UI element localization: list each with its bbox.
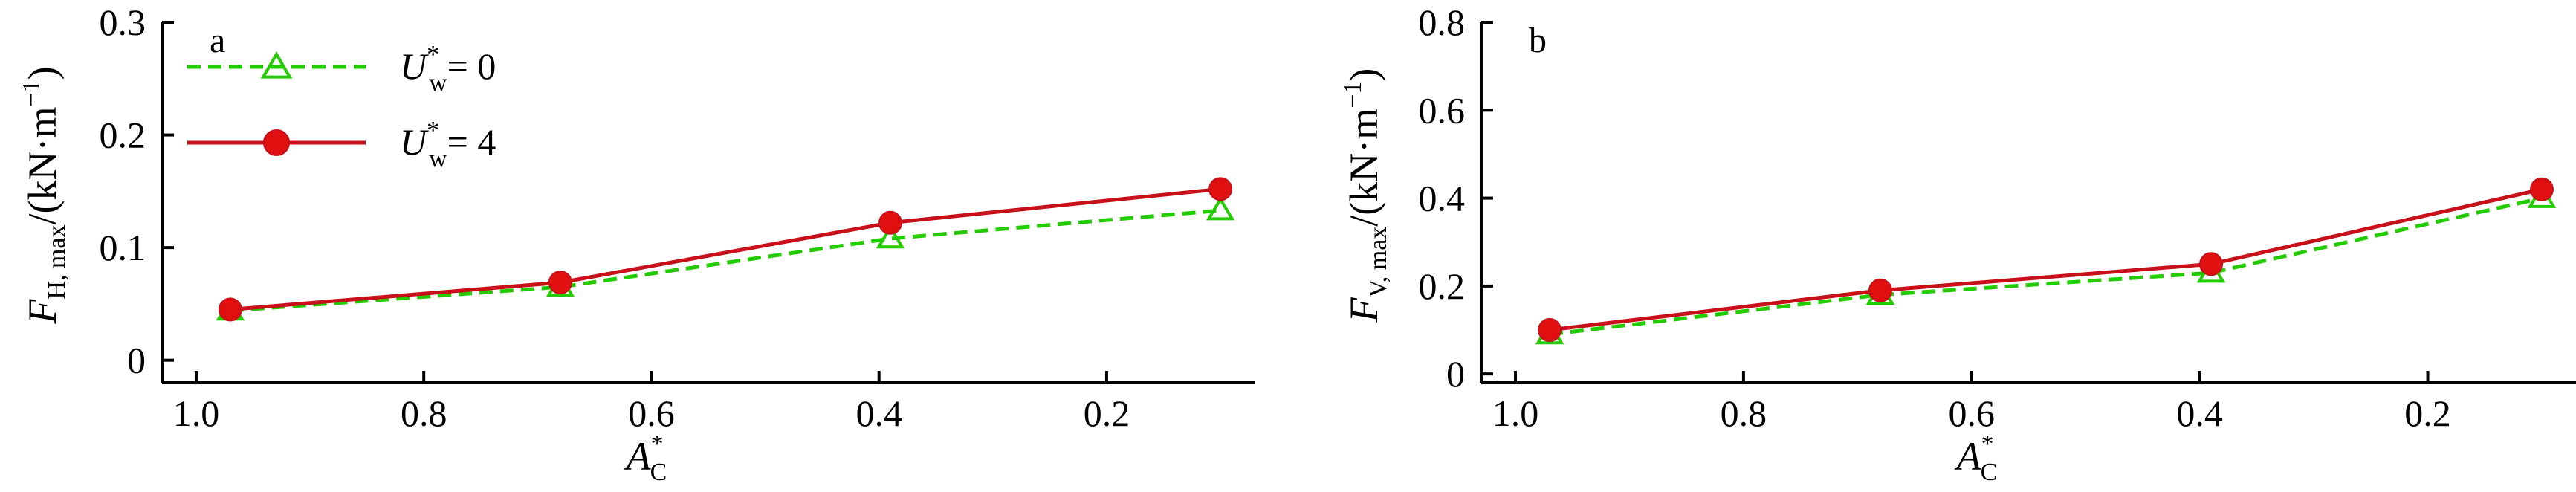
series-line-u4 (1549, 187, 2543, 332)
x-tick-label: 0.6 (1949, 392, 1996, 434)
x-tick-label: 1.0 (1492, 392, 1539, 434)
y-title-unit: /(kN·m (1342, 109, 1386, 227)
x-title-subscript: C (650, 459, 667, 486)
legend-superscript: * (427, 41, 439, 68)
x-axis-title: A* C (624, 430, 667, 486)
x-tick-label: 0.6 (628, 392, 675, 434)
legend-label: U* w= 4 (400, 117, 496, 172)
x-tick-label: 0.8 (1721, 392, 1767, 434)
legend-superscript: * (427, 117, 439, 144)
chart-panel-b: 0 0.2 0.4 0.6 0.8 1.0 0.8 0.6 0.4 0.2 b FV, max/(kN… (1339, 1, 2576, 486)
x-tick-label: 0.4 (2176, 392, 2223, 434)
legend-value: = 4 (447, 121, 496, 163)
y-axis-title: FH, max/(kN·m−1) (18, 66, 71, 324)
y-title-unit: /(kN·m (20, 107, 65, 225)
y-axis-title: FV, max/(kN·m−1) (1339, 68, 1392, 323)
y-tick-label: 0 (1446, 353, 1465, 395)
x-tick-label: 0.4 (855, 392, 902, 434)
data-point-circle (2199, 252, 2223, 276)
x-tick-label: 1.0 (173, 392, 220, 434)
y-title-close: ) (1342, 68, 1386, 82)
y-title-symbol: F (1342, 297, 1386, 323)
legend-symbol: U (400, 45, 429, 87)
x-title-superscript: * (651, 430, 664, 458)
chart-panel-a: 0 0.1 0.2 0.3 1.0 0.8 0.6 0.4 0.2 a FH, max/(kN·m−… (18, 1, 1255, 486)
y-tick-label: 0.2 (100, 114, 146, 156)
legend: U* w= 0U* w= 4 (187, 41, 496, 172)
data-point-circle (1538, 318, 1562, 343)
data-point-circle (1208, 177, 1233, 201)
y-tick-label: 0.1 (100, 227, 146, 268)
legend-label: U* w= 0 (400, 41, 496, 97)
data-point-circle (548, 271, 572, 295)
series-line-u4 (230, 187, 1221, 311)
y-title-close: ) (20, 66, 65, 80)
series-line-u0 (1549, 196, 2543, 337)
y-title-subscript: V, max (1365, 227, 1392, 298)
data-point-circle (2529, 177, 2554, 201)
y-title-exponent: −1 (18, 80, 45, 106)
y-tick-label: 0.4 (1419, 178, 1466, 219)
y-tick-label: 0 (127, 340, 146, 381)
data-point-triangle (1206, 196, 1235, 221)
data-point-circle (218, 297, 242, 322)
panel-label: a (210, 21, 225, 60)
x-tick-label: 0.2 (2404, 392, 2451, 434)
y-tick-label: 0.8 (1419, 1, 1466, 43)
panel-label: b (1529, 21, 1547, 60)
legend-circle-icon (263, 129, 290, 156)
y-title-symbol: F (20, 299, 65, 325)
y-tick-label: 0.6 (1419, 89, 1466, 131)
y-tick-label: 0.3 (100, 1, 146, 43)
legend-value: = 0 (447, 45, 496, 87)
x-axis-title: A* C (1955, 430, 1998, 486)
y-tick-label: 0.2 (1419, 265, 1466, 307)
x-title-subscript: C (1981, 459, 1998, 486)
legend-triangle-icon (260, 51, 293, 79)
data-point-circle (878, 210, 902, 235)
x-tick-label: 0.8 (401, 392, 447, 434)
y-title-exponent: −1 (1339, 82, 1367, 109)
legend-subscript: w (429, 69, 447, 97)
x-title-superscript: * (1981, 430, 1994, 458)
x-title-symbol: A (1955, 434, 1982, 479)
legend-subscript: w (429, 145, 447, 172)
x-title-symbol: A (624, 434, 652, 479)
x-tick-label: 0.2 (1084, 392, 1130, 434)
data-point-circle (1868, 278, 1893, 302)
y-title-subscript: H, max (43, 225, 71, 300)
data-point-triangle (876, 224, 905, 249)
legend-symbol: U (400, 121, 429, 163)
